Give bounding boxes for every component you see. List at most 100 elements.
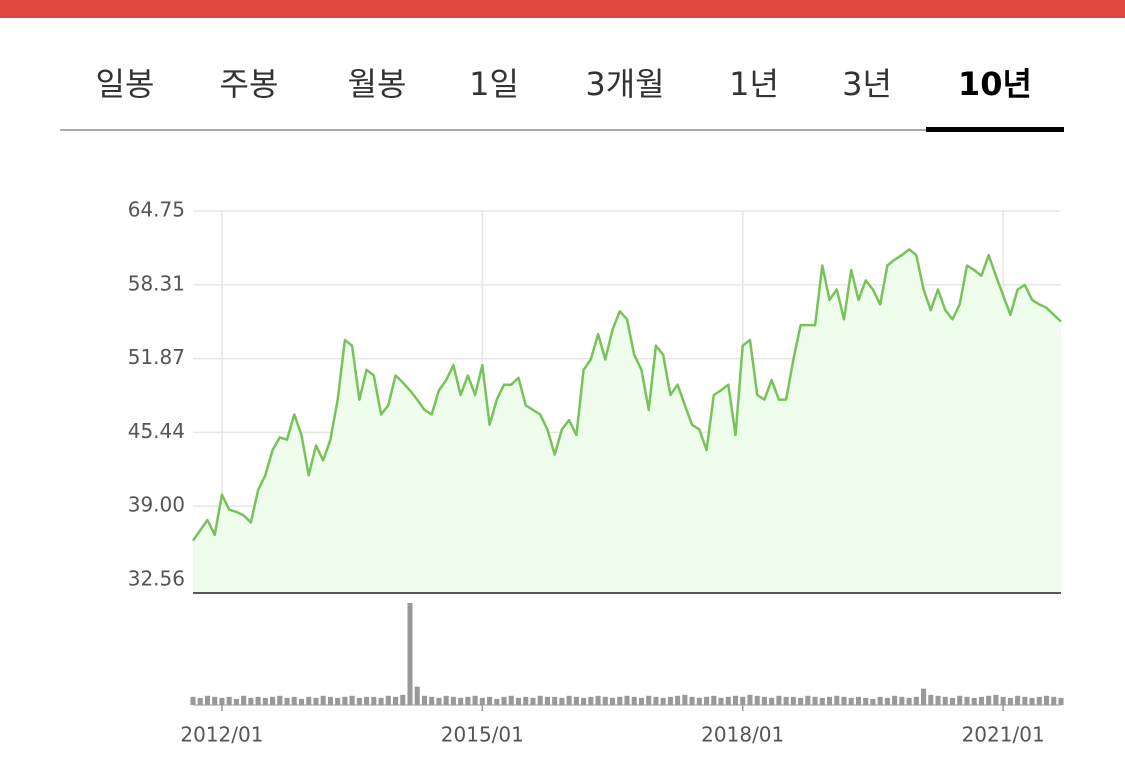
volume-bar [957,695,963,705]
volume-bar [921,688,927,705]
volume-bar [928,694,934,705]
tab[interactable]: 1년 [729,65,779,103]
volume-bar [1051,696,1057,705]
volume-bar [761,696,767,705]
price-area [193,249,1061,593]
top-bar [0,0,1125,18]
volume-bar [494,698,500,705]
volume-bar [588,696,594,705]
volume-bar [834,695,840,705]
volume-bar [906,697,912,705]
volume-bar [277,695,283,705]
tab[interactable]: 3개월 [585,65,664,103]
volume-bar [877,696,883,705]
volume-bar [204,695,210,705]
volume-bar [255,696,261,705]
volume-bar [827,696,833,705]
volume-bar [219,697,225,705]
volume-bar [284,697,290,705]
volume-bar [226,696,232,705]
volume-bar [429,696,435,705]
volume-bar [971,697,977,705]
volume-bar [913,696,919,705]
volume-bar [393,696,399,705]
volume-bar [465,696,471,705]
volume-bar [993,694,999,705]
volume-bar [262,697,268,705]
volume-bar [327,696,333,705]
volume-bar [385,695,391,705]
y-tick-label: 32.56 [128,567,185,591]
volume-bar [472,695,478,705]
volume-bar [704,696,710,705]
volume-bar [776,695,782,705]
volume-bar [986,695,992,705]
volume-bar [602,696,608,705]
volume-bar [660,697,666,705]
tab[interactable]: 1일 [469,65,519,103]
tab[interactable]: 일봉 [96,65,155,103]
tab-indicator [926,127,1064,132]
tab[interactable]: 주봉 [220,65,279,103]
volume-bar [624,695,630,705]
volume-bar [805,695,811,705]
volume-bar [458,697,464,705]
x-tick-label: 2021/01 [962,723,1045,747]
volume-bar [631,696,637,705]
volume-bar [515,697,522,705]
volume-bar [942,696,948,705]
volume-bar [638,697,644,705]
volume-bar [501,696,507,705]
volume-bar [841,696,847,705]
volume-bar [523,696,529,705]
volume-bar [689,696,695,705]
volume-bar [711,695,717,705]
volume-bar [892,695,898,705]
volume-bar [1022,696,1028,705]
volume-bar [212,696,218,705]
volume-bar [364,696,370,705]
volume-bar [407,603,413,705]
tab[interactable]: 10년 [958,65,1032,103]
x-tick-label: 2015/01 [441,723,524,747]
volume-bar [559,697,565,705]
volume-bar [610,697,616,705]
chart: 32.56 39.00 45.44 51.87 58.31 64.75 2012/01 201… [128,198,1064,747]
volume-bar [1044,695,1050,705]
volume-bar [378,697,384,705]
volume-bar [371,696,377,705]
volume-bar [190,696,196,705]
volume-bar [544,696,550,705]
volume-bar [313,697,319,705]
volume-bar [233,698,239,705]
x-tick-label: 2018/01 [701,723,784,747]
volume-bar [696,697,702,705]
volume-bar [884,697,890,705]
volume-bar [508,695,514,705]
volume-bar [732,695,739,705]
tab[interactable]: 3년 [842,65,892,103]
volume-bar [1036,696,1042,705]
volume-bar [682,694,688,705]
volume-bar [747,694,753,705]
volume-bar [899,696,905,705]
volume-bar [356,697,362,705]
y-tick-label: 58.31 [128,271,185,295]
volume-bar [400,694,406,705]
volume-bar [537,695,543,705]
volume-bar [790,696,796,705]
volume-bar [1058,697,1064,705]
volume-bar [595,695,601,705]
volume-bar [964,696,970,705]
volume-bar [646,695,652,705]
volume-bar [298,698,305,705]
volume-bar [342,696,348,705]
volume-bar [718,697,724,705]
volume-bar [320,695,326,705]
volume-bar [848,697,854,705]
volume-bar [241,695,247,705]
volume-bar [653,696,659,705]
price-line [191,248,1062,542]
tab[interactable]: 월봉 [348,65,407,103]
